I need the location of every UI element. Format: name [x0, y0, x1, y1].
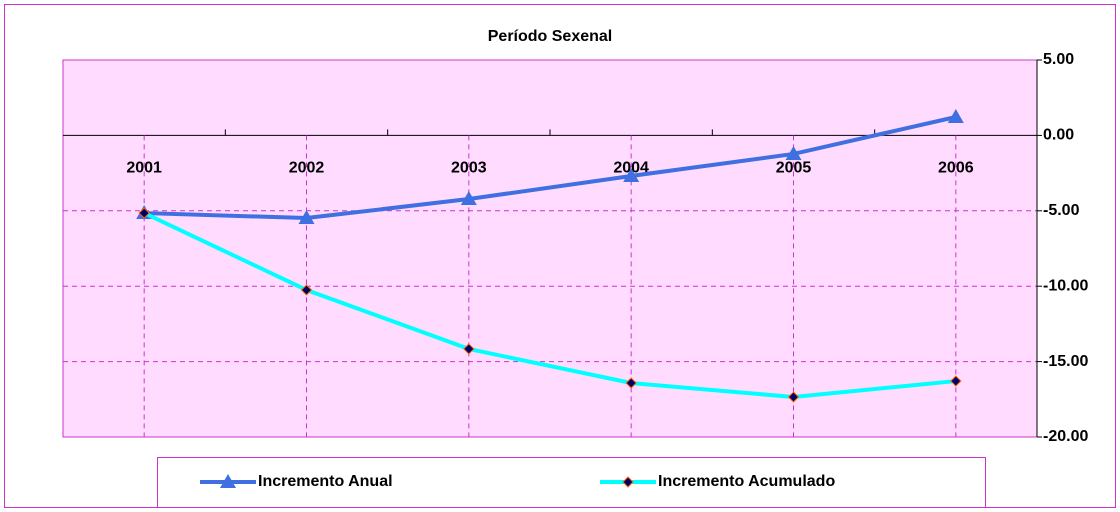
- series-line: [143, 211, 957, 400]
- marker-diamond: [787, 391, 800, 403]
- marker-triangle: [785, 145, 802, 160]
- marker-triangle: [623, 167, 640, 182]
- marker-triangle: [460, 191, 477, 206]
- x-tick-label: 2005: [776, 160, 812, 177]
- x-tick-label: 2001: [126, 160, 162, 177]
- marker-diamond: [138, 207, 150, 219]
- marker-triangle: [298, 210, 315, 225]
- x-tick-label: 2002: [289, 160, 325, 177]
- y-tick-label: -20.00: [1043, 428, 1088, 445]
- x-tick-label: 2006: [938, 160, 974, 177]
- y-tick-label: -5.00: [1043, 202, 1080, 219]
- marker-diamond: [950, 375, 962, 387]
- marker-diamond: [463, 343, 475, 355]
- marker-diamond: [622, 476, 634, 488]
- marker-triangle: [947, 109, 964, 124]
- marker-diamond: [300, 284, 313, 296]
- x-tick-label: 2003: [451, 160, 487, 177]
- plot-area: [62, 59, 1038, 438]
- legend-label: Incremento Anual: [258, 473, 393, 490]
- chart-title: Período Sexenal: [488, 28, 613, 45]
- marker-diamond: [625, 377, 637, 389]
- y-tick-label: -10.00: [1043, 277, 1088, 294]
- series-line: [144, 115, 957, 221]
- y-tick-label: -15.00: [1043, 353, 1088, 370]
- y-tick-label: 0.00: [1043, 127, 1074, 144]
- marker-triangle: [220, 474, 236, 488]
- y-tick-label: 5.00: [1043, 51, 1074, 68]
- legend-label: Incremento Acumulado: [658, 473, 835, 490]
- legend: [157, 457, 986, 508]
